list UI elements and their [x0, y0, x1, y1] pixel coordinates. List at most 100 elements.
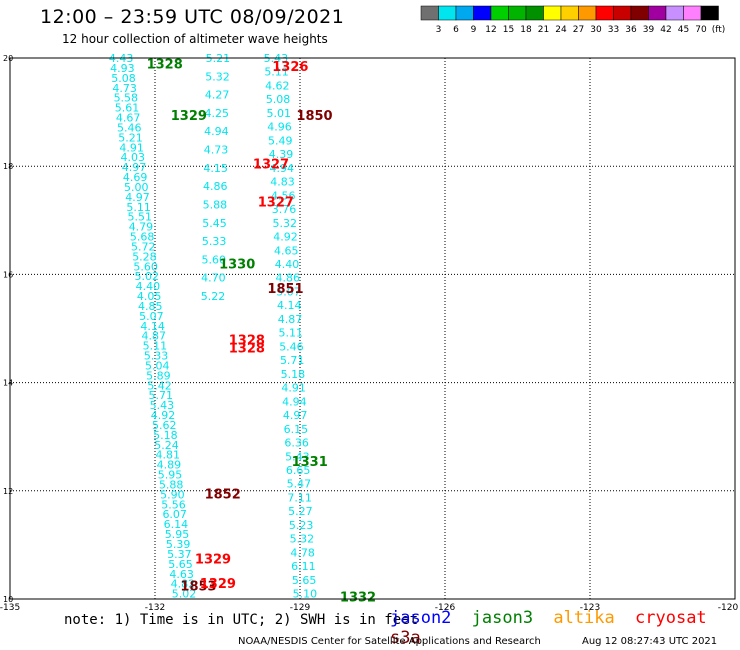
swh-value-label: 5.32 [205, 70, 230, 83]
pass-label: 1853 [180, 579, 216, 594]
swh-value-label: 5.72 [131, 240, 156, 253]
swh-value-label: 5.04 [145, 359, 170, 372]
pass-label: 1328 [147, 57, 183, 72]
satellite-cryosat: cryosat [635, 608, 707, 628]
swh-value-label: 6.07 [162, 508, 187, 521]
pass-label: 1852 [205, 488, 241, 503]
swh-value-label: 4.87 [141, 330, 166, 343]
swh-value-label: 4.15 [203, 162, 228, 175]
swh-value-label: 5.08 [111, 72, 136, 85]
legend-label: 6 [453, 25, 459, 35]
legend-label: 27 [573, 25, 584, 35]
legend-label: 15 [503, 25, 514, 35]
legend-label: 70 [695, 25, 707, 35]
x-tick-label: -135 [0, 603, 20, 612]
swh-value-label: 4.73 [112, 82, 137, 95]
pass-label: 1330 [219, 258, 255, 273]
swh-value-label: 4.83 [270, 176, 295, 189]
legend-label: 12 [485, 25, 496, 35]
swh-value-label: 6.36 [284, 437, 309, 450]
swh-value-label: 4.69 [123, 171, 148, 184]
swh-value-label: 5.71 [148, 389, 173, 402]
swh-value-label: 5.00 [124, 181, 149, 194]
pass-label: 1327 [253, 157, 289, 172]
swh-value-label: 5.60 [201, 253, 226, 266]
swh-value-label: 4.91 [281, 382, 306, 395]
swh-value-label: 4.39 [269, 148, 294, 161]
swh-value-label: 4.05 [137, 290, 162, 303]
swh-value-label: 4.81 [155, 449, 180, 462]
swh-value-label: 5.47 [287, 478, 312, 491]
swh-value-label: 5.07 [139, 310, 164, 323]
swh-value-label: 5.11 [278, 327, 303, 340]
swh-value-label: 5.43 [285, 450, 310, 463]
swh-value-label: 4.93 [110, 62, 135, 75]
swh-value-label: 5.90 [160, 488, 185, 501]
swh-value-label: 6.15 [284, 423, 309, 436]
swh-value-label: 5.32 [273, 217, 298, 230]
pass-label: 1326 [272, 60, 308, 75]
swh-value-label: 5.32 [290, 533, 315, 546]
swh-value-label: 5.61 [115, 102, 140, 115]
x-tick-label: -123 [580, 603, 600, 612]
satellite-jason3: jason3 [471, 608, 534, 628]
swh-value-label: 5.21 [118, 131, 143, 144]
swh-value-label: 5.08 [266, 93, 291, 106]
swh-value-label: 4.89 [157, 459, 182, 472]
swh-value-label: 5.02 [135, 270, 160, 283]
swh-value-label: 5.11 [126, 201, 151, 214]
legend-label: 45 [678, 25, 689, 35]
swh-value-label: 4.14 [140, 320, 165, 333]
color-legend: 3 6 9 12 15 18 21 24 27 30 33 36 39 42 45 70 (ft) [420, 5, 725, 35]
swh-value-label: 4.27 [205, 89, 230, 102]
timestamp-text: Aug 12 08:27:43 UTC 2021 [582, 636, 718, 647]
pass-label: 1851 [267, 282, 303, 297]
x-tick-label: -129 [290, 603, 311, 612]
note-text: note: 1) Time is in UTC; 2) SWH is in fe… [64, 612, 419, 628]
swh-value-label: 5.95 [165, 528, 190, 541]
swh-value-label: 5.60 [133, 260, 158, 273]
swh-value-label: 5.28 [132, 250, 157, 263]
swh-value-label: 5.18 [281, 368, 306, 381]
swh-value-label: 4.40 [136, 280, 161, 293]
swh-value-label: 4.91 [119, 141, 144, 154]
swh-value-label: 4.79 [129, 221, 154, 234]
pass-label: 1332 [340, 590, 376, 605]
wave-height-chart: 2018161412104.434.935.084.735.585.614.67… [0, 52, 738, 612]
swh-value-label: 6.14 [164, 518, 189, 531]
swh-value-label: 5.42 [147, 379, 172, 392]
swh-value-label: 5.68 [130, 231, 155, 244]
swh-value-label: 5.46 [279, 340, 304, 353]
swh-value-label: 5.39 [166, 538, 191, 551]
swh-value-label: 4.86 [275, 272, 300, 285]
swh-value-label: 4.94 [270, 162, 295, 175]
swh-value-label: 5.89 [146, 369, 171, 382]
swh-value-label: 6.11 [291, 560, 316, 573]
swh-value-label: 5.22 [201, 290, 226, 303]
swh-value-label: 4.92 [273, 231, 298, 244]
swh-value-label: 5.58 [114, 92, 139, 105]
pass-label: 1328 [229, 333, 265, 348]
swh-value-label: 4.94 [282, 395, 307, 408]
pass-label: 1329 [200, 577, 236, 592]
swh-value-label: 5.33 [202, 235, 227, 248]
swh-value-label: 4.78 [290, 546, 315, 559]
swh-value-label: 4.56 [271, 189, 296, 202]
swh-value-label: 5.37 [167, 548, 192, 561]
swh-value-label: 5.51 [128, 211, 153, 224]
legend-label: 18 [520, 25, 532, 35]
swh-value-label: 5.46 [117, 121, 142, 134]
swh-value-label: 5.95 [158, 469, 183, 482]
pass-label: 1328 [229, 341, 265, 356]
y-tick-label: 14 [3, 379, 13, 388]
swh-value-label: 5.45 [202, 217, 227, 230]
y-tick-label: 16 [3, 270, 13, 279]
swh-value-label: 5.10 [293, 588, 318, 601]
swh-value-label: 4.87 [278, 313, 303, 326]
swh-value-label: 4.70 [201, 272, 226, 285]
swh-value-label: 4.65 [274, 244, 299, 257]
y-tick-label: 20 [3, 54, 13, 63]
swh-value-label: 3.76 [272, 203, 297, 216]
swh-value-label: 5.11 [264, 66, 289, 79]
pass-label: 1329 [195, 552, 231, 567]
